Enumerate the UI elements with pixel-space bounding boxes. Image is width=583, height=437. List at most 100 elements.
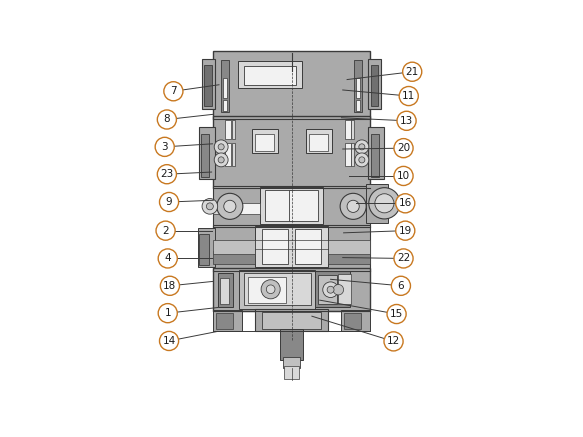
Circle shape: [218, 157, 224, 163]
Bar: [345, 142, 351, 166]
Bar: [368, 127, 384, 180]
Circle shape: [355, 140, 369, 154]
Bar: [225, 142, 231, 166]
Bar: [202, 59, 215, 109]
Bar: [289, 190, 318, 221]
Bar: [371, 65, 378, 107]
Bar: [240, 270, 315, 309]
Bar: [328, 251, 370, 264]
Bar: [213, 116, 370, 188]
Bar: [354, 60, 362, 112]
Circle shape: [218, 144, 224, 150]
Bar: [201, 134, 209, 177]
Bar: [217, 273, 233, 307]
Bar: [244, 273, 311, 305]
Circle shape: [202, 198, 217, 214]
Circle shape: [160, 331, 178, 350]
Text: 7: 7: [170, 86, 177, 96]
Text: 8: 8: [164, 114, 170, 125]
Bar: [356, 100, 360, 111]
Circle shape: [158, 249, 177, 268]
Bar: [371, 134, 379, 177]
Text: 20: 20: [397, 143, 410, 153]
Bar: [309, 134, 328, 151]
Circle shape: [359, 144, 365, 150]
Bar: [255, 134, 273, 151]
Bar: [255, 226, 328, 267]
Circle shape: [158, 304, 177, 323]
Bar: [244, 66, 296, 85]
Circle shape: [375, 194, 394, 213]
Bar: [295, 229, 321, 264]
Circle shape: [394, 249, 413, 268]
Text: 2: 2: [162, 225, 169, 236]
Circle shape: [333, 284, 343, 295]
Circle shape: [217, 193, 243, 219]
Bar: [351, 120, 354, 139]
Circle shape: [160, 276, 180, 295]
Circle shape: [155, 137, 174, 156]
Bar: [199, 127, 215, 180]
Circle shape: [164, 82, 183, 101]
Text: 16: 16: [399, 198, 412, 208]
Text: 4: 4: [164, 253, 171, 264]
Bar: [283, 357, 300, 368]
Bar: [213, 203, 235, 214]
Circle shape: [369, 187, 400, 219]
Text: 3: 3: [161, 142, 168, 152]
Bar: [262, 312, 321, 329]
Text: 19: 19: [399, 225, 412, 236]
Bar: [351, 142, 354, 166]
Circle shape: [261, 280, 280, 299]
Text: 23: 23: [160, 169, 174, 179]
Bar: [204, 65, 212, 107]
Circle shape: [397, 111, 416, 130]
Bar: [318, 275, 337, 305]
Bar: [366, 184, 388, 223]
Circle shape: [391, 276, 410, 295]
Circle shape: [327, 286, 334, 293]
Bar: [232, 142, 236, 166]
Bar: [280, 329, 303, 360]
Bar: [248, 277, 286, 303]
Bar: [223, 78, 227, 98]
Circle shape: [323, 282, 338, 298]
Circle shape: [157, 165, 177, 184]
Circle shape: [399, 87, 418, 106]
Circle shape: [206, 203, 213, 210]
Bar: [306, 129, 332, 153]
Bar: [213, 251, 255, 264]
Circle shape: [403, 62, 422, 81]
Circle shape: [214, 153, 228, 167]
Bar: [368, 59, 381, 109]
Bar: [265, 190, 294, 221]
Circle shape: [266, 285, 275, 294]
Circle shape: [396, 194, 415, 213]
Bar: [213, 310, 241, 331]
Text: 11: 11: [402, 91, 415, 101]
Text: 10: 10: [397, 171, 410, 181]
Bar: [284, 366, 299, 379]
Text: 21: 21: [406, 67, 419, 77]
Bar: [356, 78, 360, 98]
Text: 22: 22: [397, 253, 410, 264]
Bar: [260, 187, 323, 224]
Text: 14: 14: [163, 336, 175, 346]
Circle shape: [394, 166, 413, 185]
Circle shape: [384, 332, 403, 351]
Circle shape: [347, 200, 359, 212]
Circle shape: [396, 221, 415, 240]
Bar: [213, 240, 255, 254]
Bar: [255, 309, 328, 331]
Text: 12: 12: [387, 336, 400, 347]
Bar: [345, 120, 351, 139]
Bar: [213, 186, 370, 227]
Circle shape: [359, 157, 365, 163]
Circle shape: [157, 110, 177, 129]
Text: 6: 6: [398, 281, 404, 291]
Text: 1: 1: [164, 308, 171, 318]
Bar: [223, 100, 227, 111]
Bar: [221, 60, 229, 112]
Bar: [235, 203, 260, 214]
Bar: [238, 61, 302, 88]
